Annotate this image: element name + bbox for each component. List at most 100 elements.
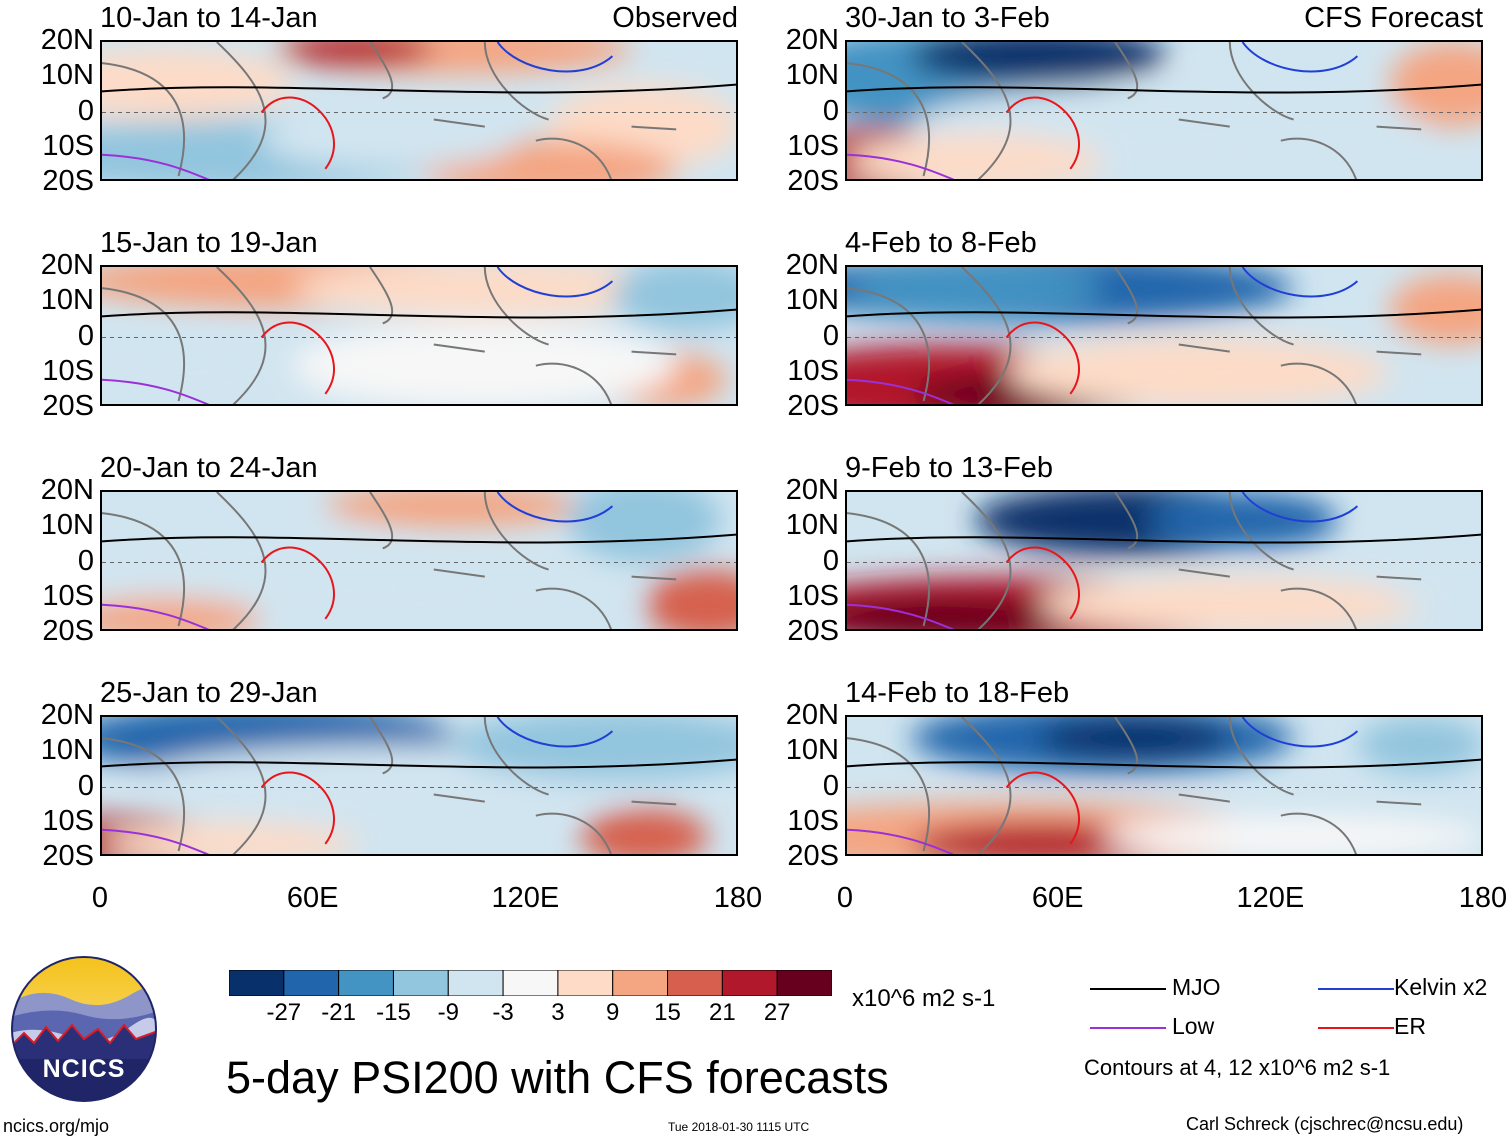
field-anomaly [102, 49, 294, 120]
latitude-tick-label: 20S [787, 615, 839, 647]
psi200-map [100, 265, 738, 406]
low-contour [847, 603, 955, 629]
logo-graphic [11, 956, 157, 1102]
chart-title: 5-day PSI200 with CFS forecasts [226, 1052, 889, 1103]
longitude-tick-label: 180 [1458, 882, 1508, 914]
kelvin-x2-contour [1241, 492, 1359, 523]
latitude-tick-label: 10N [40, 284, 94, 317]
longitude-tick-label: 180 [713, 882, 763, 914]
colorbar-tick-label: 3 [551, 999, 565, 1026]
legend-label: MJO [1172, 974, 1221, 1000]
legend-swatch [1318, 988, 1394, 990]
psi200-map [845, 715, 1483, 856]
field-anomaly [910, 42, 1166, 85]
field-anomaly [197, 569, 645, 626]
field-anomaly [261, 112, 517, 169]
mjo-contour [847, 533, 1481, 544]
latitude-tick-label: 10N [40, 509, 94, 542]
colorbar-swatch [392, 969, 449, 997]
field-anomaly [847, 133, 1103, 179]
low-contour [102, 378, 210, 404]
psi200-map [100, 715, 738, 856]
field-anomaly [1389, 42, 1481, 127]
colorbar-tick-label: -21 [321, 999, 356, 1026]
kelvin-x2-contour [496, 492, 614, 523]
colorbar [228, 969, 833, 997]
latitude-tick-label: 10N [785, 734, 839, 767]
longitude-tick-label: 0 [836, 882, 854, 914]
kelvin-x2-contour [1241, 42, 1359, 73]
mjo-contour [102, 308, 736, 319]
logo-text: NCICS [42, 1055, 126, 1083]
longitude-tick-label: 60E [286, 882, 339, 914]
field-anomaly [280, 42, 434, 66]
latitude-tick-label: 20N [785, 24, 839, 56]
ncics-logo[interactable]: NCICS [10, 955, 158, 1103]
legend-label: Low [1172, 1013, 1215, 1039]
er-contour [260, 771, 335, 845]
latitude-tick-label: 20N [785, 474, 839, 506]
er-contour [260, 546, 335, 620]
er-contour [1005, 771, 1080, 845]
psi200-map [845, 40, 1483, 181]
field-anomaly [1146, 492, 1339, 549]
coastline [102, 267, 677, 404]
low-contour [102, 828, 210, 854]
panel-period-label: 10-Jan to 14-Jan [100, 2, 318, 34]
latitude-tick-label: 20S [787, 390, 839, 422]
panel-period-label: 4-Feb to 8-Feb [845, 227, 1037, 259]
latitude-tick-label: 10S [42, 354, 94, 387]
colorbar-tick-label: 15 [654, 999, 681, 1026]
panel-period-label: 20-Jan to 24-Jan [100, 452, 318, 484]
footer-url[interactable]: ncics.org/mjo [3, 1116, 110, 1136]
latitude-tick-label: 10S [787, 354, 839, 387]
colorbar-swatch [447, 969, 504, 997]
kelvin-x2-contour [496, 267, 614, 298]
er-contour [1005, 546, 1080, 620]
low-contour [102, 603, 210, 629]
latitude-tick-label: 10N [785, 509, 839, 542]
latitude-tick-label: 10S [787, 804, 839, 837]
colorbar-tick-label: 21 [709, 999, 736, 1026]
field-anomaly [102, 822, 358, 854]
colorbar-swatch [502, 969, 559, 997]
latitude-tick-label: 0 [77, 94, 94, 127]
contour-note: Contours at 4, 12 x10^6 m2 s-1 [1084, 1055, 1391, 1080]
low-contour [102, 153, 210, 179]
latitude-tick-label: 10S [787, 129, 839, 162]
colorbar-tick-label: 27 [763, 999, 791, 1026]
field-anomaly [1357, 717, 1481, 774]
low-contour [847, 378, 955, 404]
er-contour [1005, 96, 1080, 170]
low-contour [847, 153, 955, 179]
field-anomaly [1389, 274, 1481, 345]
colorbar-swatch [612, 969, 669, 997]
kelvin-x2-contour [496, 42, 614, 73]
coastline [847, 717, 1422, 854]
latitude-tick-label: 10N [785, 284, 839, 317]
legend-swatch [1090, 988, 1166, 990]
latitude-tick-label: 10N [785, 59, 839, 92]
mjo-contour [847, 308, 1481, 319]
footer-timestamp: Tue 2018-01-30 1115 UTC [668, 1120, 810, 1134]
psi200-map [100, 490, 738, 631]
coastline [847, 492, 1422, 629]
colorbar-tick-label: 9 [606, 999, 620, 1026]
coastline [102, 717, 677, 854]
kelvin-x2-contour [496, 717, 614, 748]
er-contour [1005, 321, 1080, 395]
colorbar-tick-label: -3 [492, 999, 514, 1026]
latitude-tick-label: 10S [787, 579, 839, 612]
panel-period-label: 9-Feb to 13-Feb [845, 452, 1053, 484]
field-anomaly [910, 822, 1166, 854]
panel-period-label: 15-Jan to 19-Jan [100, 227, 318, 259]
colorbar-swatch [776, 969, 833, 997]
latitude-tick-label: 0 [822, 94, 839, 127]
coastline [847, 267, 1422, 404]
latitude-tick-label: 20S [42, 840, 94, 872]
latitude-tick-label: 20N [785, 249, 839, 281]
coastline [102, 492, 677, 629]
field-anomaly [1006, 337, 1390, 404]
latitude-tick-label: 20N [40, 474, 94, 506]
latitude-tick-label: 20N [40, 249, 94, 281]
